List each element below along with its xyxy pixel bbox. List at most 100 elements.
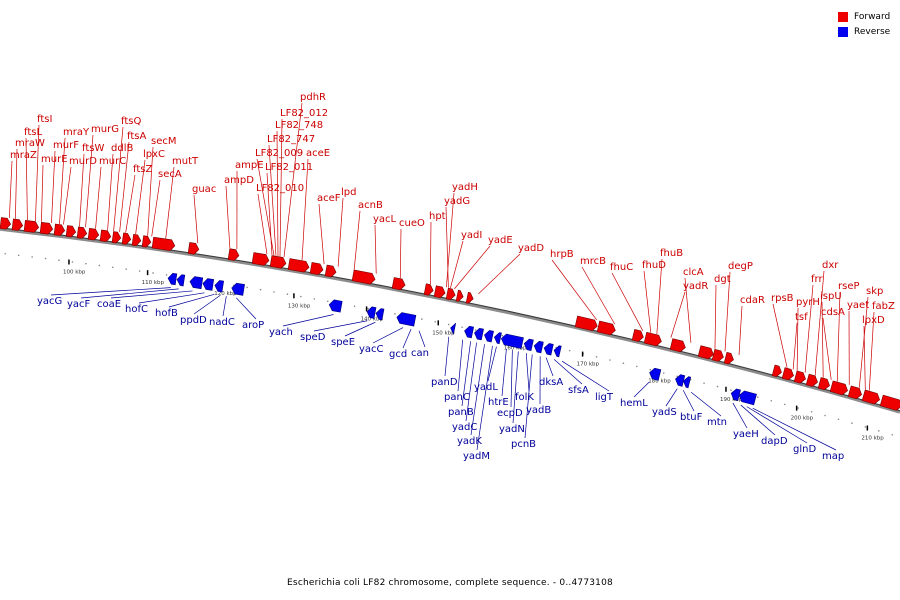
scale-tick-label: 170 kbp <box>577 362 600 368</box>
scale-dot <box>98 264 101 267</box>
reverse-gene-leader <box>682 390 695 412</box>
forward-gene-feature <box>251 252 270 266</box>
forward-gene-label: secM <box>151 136 177 147</box>
forward-gene-leader <box>684 277 692 343</box>
scale-dot <box>246 286 248 289</box>
forward-gene-feature <box>76 226 88 239</box>
forward-gene-label: aceF <box>317 193 341 204</box>
forward-gene-feature <box>351 269 376 285</box>
forward-gene-feature <box>141 235 152 248</box>
scale-dot <box>31 256 33 258</box>
scale-tick-label: 180 kbp <box>648 379 671 385</box>
forward-gene-leader <box>429 221 432 285</box>
forward-gene-label: rpsB <box>771 293 794 304</box>
forward-gene-label: lpxC <box>143 149 165 160</box>
forward-gene-leader <box>551 259 597 321</box>
scale-dot <box>367 307 369 310</box>
scale-dot <box>824 414 826 417</box>
forward-gene-leader <box>85 134 94 228</box>
scale-dot <box>783 403 786 406</box>
forward-gene-label: yacL <box>373 214 397 225</box>
forward-gene-leader <box>41 164 44 222</box>
forward-gene-label: yadE <box>488 235 513 246</box>
forward-gene-label: ddlB <box>111 143 133 154</box>
forward-gene-leader <box>450 240 464 289</box>
scale-tick-label: 160 kbp <box>504 345 527 351</box>
forward-swatch <box>838 11 848 22</box>
forward-gene-leader <box>147 146 154 236</box>
forward-gene-label: murG <box>91 124 119 135</box>
scale-tick-label: 110 kbp <box>142 280 165 286</box>
scale-dot <box>125 268 127 270</box>
reverse-gene-leader <box>222 296 227 317</box>
forward-gene-label: yadH <box>452 182 478 193</box>
scale-dot <box>273 291 275 293</box>
forward-gene-leader <box>478 253 521 295</box>
forward-gene-label: LF82_010 <box>256 183 304 194</box>
forward-gene-leader <box>822 317 832 380</box>
forward-gene-leader <box>95 166 102 229</box>
scale-dot <box>649 368 652 371</box>
forward-gene-leader <box>821 301 824 378</box>
forward-gene-leader <box>445 206 449 288</box>
forward-gene-leader <box>804 284 814 373</box>
reverse-gene-feature <box>533 340 544 354</box>
forward-gene-feature <box>465 291 474 304</box>
forward-gene-label: ampD <box>224 175 254 186</box>
forward-gene-leader <box>714 284 717 349</box>
reverse-gene-label: panD <box>431 377 458 388</box>
forward-gene-feature <box>39 221 54 235</box>
reverse-gene-leader <box>665 388 678 407</box>
reverse-gene-leader <box>740 404 776 436</box>
forward-gene-feature <box>391 277 406 291</box>
forward-gene-label: cdsA <box>821 307 845 318</box>
forward-gene-feature <box>121 232 132 245</box>
reverse-gene-label: yadS <box>652 407 677 418</box>
scale-dot <box>636 365 638 368</box>
scale-dot <box>434 320 437 323</box>
scale-dot <box>662 372 665 374</box>
reverse-gene-label: yadC <box>452 422 477 433</box>
scale-tick-label: 130 kbp <box>288 303 311 309</box>
forward-gene-feature <box>87 228 100 241</box>
forward-gene-leader <box>374 224 377 274</box>
reverse-gene-leader <box>465 342 477 422</box>
forward-gene-label: guac <box>192 184 216 195</box>
scale-dot <box>595 356 598 358</box>
forward-gene-feature <box>861 389 881 405</box>
forward-gene-feature <box>793 370 806 384</box>
forward-gene-label: yadR <box>683 281 708 292</box>
scale-dot <box>878 430 880 432</box>
reverse-gene-leader <box>510 350 513 408</box>
scale-tick-label: 100 kbp <box>63 269 86 275</box>
forward-gene-feature <box>574 315 598 332</box>
scale-dot <box>676 375 678 378</box>
forward-gene-label: ftsA <box>127 131 146 142</box>
forward-gene-leader <box>858 296 869 388</box>
forward-gene-feature <box>269 255 287 269</box>
forward-gene-label: yadD <box>518 243 544 254</box>
scale-dot <box>58 259 60 262</box>
forward-gene-leader <box>399 228 402 279</box>
forward-gene-label: lpd <box>341 187 356 198</box>
forward-gene-leader <box>796 307 799 371</box>
forward-gene-label: ftsZ <box>133 164 152 175</box>
forward-gene-leader <box>772 303 788 368</box>
reverse-gene-feature <box>494 332 502 345</box>
scale-dot <box>757 396 759 398</box>
forward-gene-feature <box>805 373 818 387</box>
reverse-gene-leader <box>545 357 554 377</box>
forward-gene-feature <box>445 287 456 301</box>
forward-gene-feature <box>131 233 142 247</box>
forward-gene-feature <box>455 289 464 302</box>
scale-dot <box>85 262 87 265</box>
forward-gene-feature <box>324 264 337 278</box>
scale-dot <box>891 433 894 436</box>
forward-gene-label: hpt <box>429 211 446 222</box>
forward-gene-feature <box>433 285 446 299</box>
reverse-gene-leader <box>476 345 493 451</box>
chromosome-axis-shadow <box>0 227 900 414</box>
scale-dot <box>138 270 141 272</box>
forward-gene-leader <box>724 271 731 352</box>
reverse-gene-label: nadC <box>209 317 235 328</box>
